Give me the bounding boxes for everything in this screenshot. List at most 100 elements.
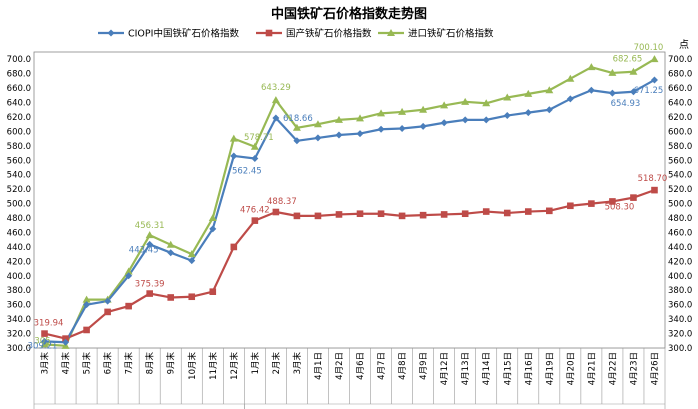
data-label: 654.93 — [611, 99, 641, 109]
data-point — [125, 272, 133, 280]
data-label: 700.10 — [634, 43, 664, 53]
y-tick-label-left: 420.0 — [7, 257, 31, 267]
data-point — [293, 137, 301, 145]
data-point — [41, 337, 49, 345]
data-point — [608, 89, 616, 97]
data-point — [167, 249, 175, 257]
y-tick-label-right: 320.0 — [668, 330, 692, 340]
x-tick-label: 4月6日 — [356, 352, 366, 380]
data-point — [545, 106, 553, 114]
data-point — [503, 209, 511, 217]
data-point — [167, 294, 175, 301]
y-tick-label-right: 340.0 — [668, 315, 692, 325]
data-point — [146, 240, 154, 248]
unit-label: 点 — [679, 39, 689, 51]
y-tick-label-right: 420.0 — [668, 257, 692, 267]
data-point — [125, 302, 132, 310]
y-tick-label-left: 480.0 — [7, 214, 31, 224]
x-tick-label: 4月1日 — [314, 352, 324, 380]
x-tick-label: 4月7日 — [377, 352, 387, 380]
data-point — [313, 120, 322, 128]
data-point — [251, 217, 259, 224]
data-label: 476.42 — [240, 206, 270, 216]
series-lines — [44, 58, 656, 347]
y-tick-label-left: 360.0 — [7, 301, 31, 311]
data-point — [461, 116, 469, 124]
data-point — [630, 194, 637, 201]
series-line — [44, 79, 656, 344]
data-point — [293, 212, 301, 220]
y-tick-label-right: 440.0 — [668, 243, 692, 253]
data-point — [229, 134, 238, 142]
data-label: 309.21 — [28, 341, 58, 351]
data-point — [104, 308, 111, 316]
data-point — [503, 93, 512, 101]
y-tick-label-right: 560.0 — [668, 156, 692, 166]
data-point — [208, 214, 217, 222]
data-point — [587, 86, 595, 94]
chart-title: 中国铁矿石价格指数走势图 — [271, 6, 427, 22]
y-tick-label-right: 680.0 — [668, 70, 692, 80]
y-tick-label-left: 520.0 — [7, 185, 31, 195]
y-tick-label-right: 360.0 — [668, 301, 692, 311]
data-point — [335, 131, 343, 139]
y-tick-label-left: 640.0 — [7, 99, 31, 109]
data-point — [104, 297, 112, 305]
data-point — [461, 210, 469, 218]
data-point — [482, 116, 490, 124]
x-tick-label: 4月13日 — [461, 352, 471, 385]
legend-label: 进口铁矿石价格指数 — [408, 28, 494, 40]
y-tick-label-left: 660.0 — [7, 84, 31, 94]
data-label: 443.45 — [129, 245, 159, 255]
y-tick-label-right: 380.0 — [668, 286, 692, 296]
data-label: 305 — [34, 336, 50, 346]
data-point — [524, 89, 533, 97]
y-tick-label-right: 400.0 — [668, 272, 692, 282]
data-point — [398, 107, 407, 115]
x-tick-label: 4月22日 — [608, 352, 618, 385]
data-point — [124, 267, 133, 275]
legend-label: 国产铁矿石价格指数 — [286, 28, 372, 40]
data-point — [265, 29, 273, 37]
data-point — [377, 210, 385, 218]
x-axis-ticks: 3月末 4月末 5月末 6月末 7月末 8月末 9月末 10月末 11月末 12月末 1月末 2月末 3… — [40, 352, 661, 409]
data-point — [250, 142, 259, 150]
data-point — [377, 109, 386, 117]
x-tick-label: 3月末 — [40, 352, 51, 375]
y-tick-label-left: 380.0 — [7, 286, 31, 296]
y-tick-label-left: 580.0 — [7, 142, 31, 152]
y-tick-label-left: 700.0 — [7, 55, 31, 65]
y-tick-label-left: 600.0 — [7, 127, 31, 137]
data-point — [524, 109, 532, 117]
data-point — [334, 115, 343, 123]
y-tick-label-right: 460.0 — [668, 228, 692, 238]
data-point — [314, 134, 322, 142]
data-label: 562.45 — [232, 167, 262, 177]
series-line — [44, 58, 656, 347]
x-tick-label: 4月9日 — [419, 352, 429, 380]
data-point — [566, 95, 574, 103]
y-tick-label-right: 620.0 — [668, 113, 692, 123]
chart-legend: CIOPI中国铁矿石价格指数 国产铁矿石价格指数 进口铁矿石价格指数 — [98, 28, 494, 40]
data-label: 682.65 — [613, 55, 643, 65]
data-point — [546, 207, 553, 215]
x-tick-label: 5月末 — [82, 352, 93, 375]
data-point — [356, 114, 365, 122]
data-point — [650, 55, 659, 63]
data-point — [398, 212, 406, 220]
x-tick-label: 3月末 — [292, 352, 303, 375]
data-point — [482, 99, 491, 107]
data-point — [587, 63, 596, 71]
data-label: 643.29 — [261, 83, 291, 93]
data-point — [588, 200, 595, 207]
data-point — [209, 288, 217, 295]
y-tick-label-left: 540.0 — [7, 171, 31, 181]
x-tick-label: 4月14日 — [482, 352, 492, 385]
data-point — [482, 208, 490, 215]
x-tick-label: 4月23日 — [629, 352, 639, 385]
y-tick-label-left: 560.0 — [7, 156, 31, 166]
y-tick-label-left: 620.0 — [7, 113, 31, 123]
x-tick-label: 4月20日 — [566, 352, 576, 385]
y-tick-label-right: 640.0 — [668, 99, 692, 109]
data-point — [82, 295, 91, 303]
